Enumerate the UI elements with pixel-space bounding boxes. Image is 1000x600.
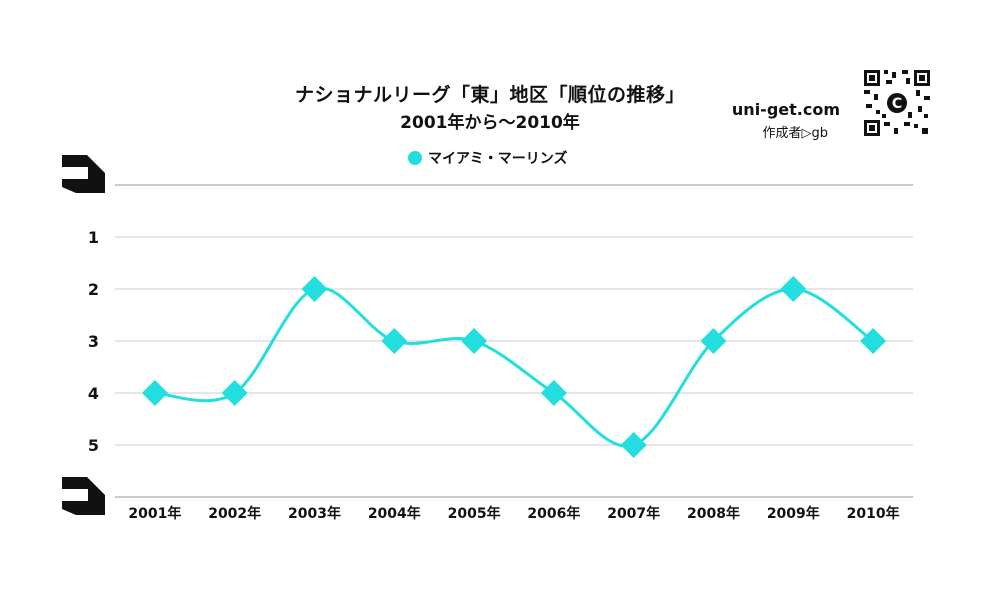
data-point[interactable]	[780, 276, 807, 302]
legend[interactable]: マイアミ・マーリンズ	[408, 149, 567, 167]
site-brand[interactable]: uni-get.com	[731, 100, 840, 119]
y-tick-label: 1	[88, 228, 99, 247]
x-tick-label: 2008年	[687, 505, 740, 522]
data-point[interactable]	[221, 380, 248, 406]
legend-label: マイアミ・マーリンズ	[428, 151, 568, 167]
data-point[interactable]	[301, 276, 328, 302]
grid-lines	[115, 184, 913, 498]
copyright-logo-icon: C	[884, 90, 910, 116]
x-tick-label: 2007年	[607, 505, 660, 522]
y-tick-label: 2	[88, 280, 99, 299]
x-tick-label: 2005年	[448, 505, 501, 522]
x-tick-label: 2006年	[527, 505, 580, 522]
x-tick-label: 2010年	[847, 505, 900, 522]
data-point[interactable]	[700, 328, 727, 354]
data-point[interactable]	[620, 432, 647, 458]
chart-title: ナショナルリーグ「東」地区「順位の推移」	[294, 84, 685, 106]
series-layer	[141, 276, 887, 458]
series-line	[154, 286, 874, 448]
x-tick-label: 2009年	[767, 505, 820, 522]
data-point[interactable]	[141, 380, 168, 406]
circle-marker-icon	[408, 151, 422, 165]
y-tick-label: 5	[88, 436, 99, 455]
y-tick-label: 4	[88, 384, 99, 403]
svg-text:C: C	[892, 96, 902, 112]
author-credit: 作成者▷gb	[762, 126, 828, 141]
axis-corner-icon	[62, 477, 105, 515]
x-tick-label: 2001年	[128, 505, 181, 522]
x-tick-label: 2004年	[368, 505, 421, 522]
x-tick-label: 2003年	[288, 505, 341, 522]
chart-subtitle: 2001年から～2010年	[400, 113, 580, 133]
data-point[interactable]	[461, 328, 488, 354]
y-tick-labels: 1 2 3 4 5	[88, 228, 99, 455]
axis-corner-icon	[62, 155, 105, 193]
y-tick-label: 3	[88, 332, 99, 351]
data-point[interactable]	[381, 328, 408, 354]
data-point[interactable]	[860, 328, 887, 354]
qr-code-icon[interactable]: C	[862, 68, 932, 138]
axis-caps	[62, 155, 105, 515]
data-point[interactable]	[540, 380, 567, 406]
x-tick-labels: 2001年 2002年 2003年 2004年 2005年 2006年 2007年 2008年…	[128, 505, 899, 522]
x-tick-label: 2002年	[208, 505, 261, 522]
